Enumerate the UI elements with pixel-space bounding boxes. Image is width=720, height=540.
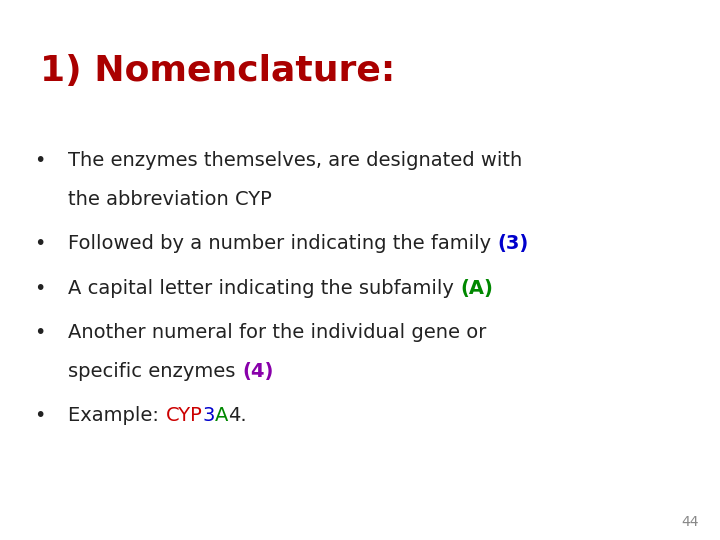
Text: 1) Nomenclature:: 1) Nomenclature: — [40, 54, 395, 88]
Text: CYP: CYP — [166, 406, 202, 425]
Text: (4): (4) — [242, 362, 274, 381]
Text: Example:: Example: — [68, 406, 166, 425]
Text: •: • — [35, 234, 46, 253]
Text: A capital letter indicating the subfamily: A capital letter indicating the subfamil… — [68, 279, 461, 298]
Text: 3: 3 — [202, 406, 215, 425]
Text: •: • — [35, 151, 46, 170]
Text: Followed by a number indicating the family: Followed by a number indicating the fami… — [68, 234, 498, 253]
Text: Another numeral for the individual gene or: Another numeral for the individual gene … — [68, 323, 487, 342]
Text: 44: 44 — [681, 515, 698, 529]
Text: specific enzymes: specific enzymes — [68, 362, 242, 381]
Text: the abbreviation CYP: the abbreviation CYP — [68, 190, 272, 209]
Text: (A): (A) — [461, 279, 493, 298]
Text: •: • — [35, 323, 46, 342]
Text: 4.: 4. — [228, 406, 247, 425]
Text: •: • — [35, 406, 46, 425]
Text: (3): (3) — [498, 234, 529, 253]
Text: The enzymes themselves, are designated with: The enzymes themselves, are designated w… — [68, 151, 523, 170]
Text: •: • — [35, 279, 46, 298]
Text: A: A — [215, 406, 228, 425]
